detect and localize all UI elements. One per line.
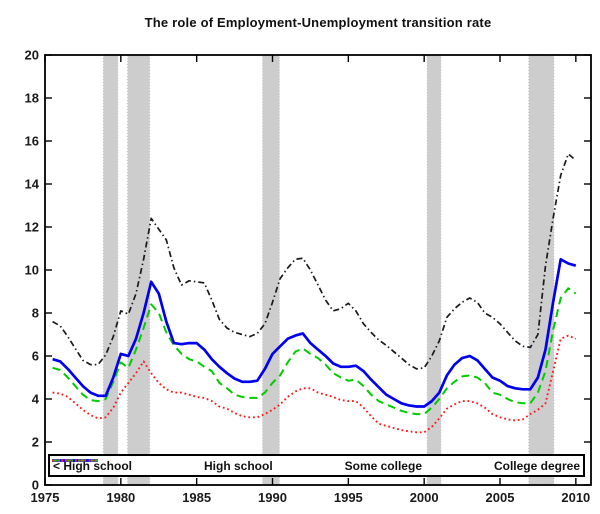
svg-text:1995: 1995 [334, 490, 363, 505]
svg-text:10: 10 [25, 263, 39, 278]
svg-text:16: 16 [25, 134, 39, 149]
svg-text:18: 18 [25, 91, 39, 106]
svg-text:0: 0 [32, 478, 39, 493]
legend-line-sample-2 [52, 459, 98, 462]
svg-text:1980: 1980 [106, 490, 135, 505]
svg-text:8: 8 [32, 306, 39, 321]
svg-text:2010: 2010 [561, 490, 590, 505]
legend-item-college-degree: College degree [52, 458, 580, 473]
legend-item-high-school: High school [52, 458, 273, 473]
svg-text:12: 12 [25, 220, 39, 235]
chart-title: The role of Employment-Unemployment tran… [144, 15, 492, 30]
legend-line-sample-3 [52, 459, 98, 462]
svg-text:14: 14 [25, 177, 40, 192]
legend-label: < High school [53, 458, 133, 473]
legend: < High school High school Some college C… [48, 454, 585, 477]
svg-text:1985: 1985 [182, 490, 211, 505]
svg-text:20: 20 [25, 48, 39, 63]
svg-text:1975: 1975 [31, 490, 60, 505]
legend-item-some-college: Some college [52, 458, 422, 473]
svg-text:6: 6 [32, 349, 39, 364]
svg-text:1990: 1990 [258, 490, 287, 505]
svg-text:4: 4 [32, 392, 40, 407]
legend-label: College degree [493, 458, 580, 473]
svg-text:2005: 2005 [486, 490, 515, 505]
legend-label: Some college [344, 458, 422, 473]
svg-text:2: 2 [32, 435, 39, 450]
legend-label: High school [203, 458, 273, 473]
svg-text:2000: 2000 [410, 490, 439, 505]
